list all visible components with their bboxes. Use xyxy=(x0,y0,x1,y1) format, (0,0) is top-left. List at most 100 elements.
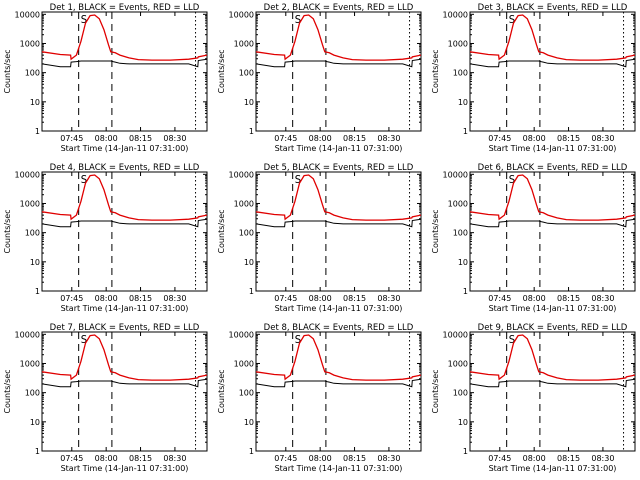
x-axis-label: Start Time (14-Jan-11 07:31:00) xyxy=(275,144,403,153)
y-axis-label: Counts/sec xyxy=(217,369,226,413)
plot-title: Det 9, BLACK = Events, RED = LLD xyxy=(478,323,628,333)
x-tick-label: 08:30 xyxy=(591,134,614,143)
x-tick-label: 08:30 xyxy=(591,294,614,303)
series-events-line xyxy=(42,378,207,388)
series-lld-line xyxy=(470,174,635,221)
x-tick-label: 08:30 xyxy=(377,134,400,143)
panel-det-8: Det 8, BLACK = Events, RED = LLD 1 10 100 10… xyxy=(217,323,422,473)
marker-label: S xyxy=(295,13,302,26)
x-tick-label: 08:15 xyxy=(557,294,580,303)
y-tick-label: 1000 xyxy=(234,39,254,48)
panel-det-5: Det 5, BLACK = Events, RED = LLD 1 10 100 10… xyxy=(217,163,422,313)
x-tick-label: 08:00 xyxy=(309,454,332,463)
plot-frame xyxy=(469,11,636,132)
series-lld-line xyxy=(470,334,635,381)
y-axis-label: Counts/sec xyxy=(3,369,12,413)
x-tick-label: 08:15 xyxy=(343,454,366,463)
x-axis-label: Start Time (14-Jan-11 07:31:00) xyxy=(489,304,617,313)
series-lld-line xyxy=(470,14,635,61)
x-tick-label: 07:45 xyxy=(274,134,297,143)
y-tick-label: 1000 xyxy=(20,359,40,368)
x-tick-label: 07:45 xyxy=(274,294,297,303)
y-tick-label: 10 xyxy=(244,258,254,267)
y-tick-label: 10000 xyxy=(229,10,254,19)
x-axis-label: Start Time (14-Jan-11 07:31:00) xyxy=(61,144,189,153)
y-tick-label: 10 xyxy=(458,418,468,427)
y-tick-label: 10000 xyxy=(443,10,468,19)
x-tick-label: 07:45 xyxy=(488,294,511,303)
y-tick-label: 10 xyxy=(244,98,254,107)
x-tick-label: 08:15 xyxy=(129,294,152,303)
y-tick-label: 10000 xyxy=(229,330,254,339)
y-tick-label: 100 xyxy=(25,69,40,78)
y-tick-label: 1000 xyxy=(448,359,468,368)
marker-label: S xyxy=(81,333,88,346)
series-lld-line xyxy=(42,334,207,381)
x-tick-label: 08:15 xyxy=(343,134,366,143)
y-tick-label: 10000 xyxy=(15,170,40,179)
y-axis-label: Counts/sec xyxy=(3,49,12,93)
y-tick-label: 1000 xyxy=(234,359,254,368)
x-axis-label: Start Time (14-Jan-11 07:31:00) xyxy=(61,464,189,473)
y-tick-label: 10000 xyxy=(229,170,254,179)
y-tick-label: 10 xyxy=(244,418,254,427)
plot-frame xyxy=(255,331,422,452)
x-tick-label: 08:00 xyxy=(95,134,118,143)
x-tick-label: 08:00 xyxy=(95,454,118,463)
series-events-line xyxy=(470,218,635,228)
y-tick-label: 1000 xyxy=(20,39,40,48)
y-tick-label: 1 xyxy=(463,127,468,136)
marker-label: S xyxy=(509,333,516,346)
y-tick-label: 1 xyxy=(35,287,40,296)
x-tick-label: 08:00 xyxy=(95,294,118,303)
y-tick-label: 10000 xyxy=(15,330,40,339)
y-tick-label: 1000 xyxy=(20,199,40,208)
y-tick-label: 10 xyxy=(30,98,40,107)
series-events-line xyxy=(42,218,207,228)
y-axis-label: Counts/sec xyxy=(431,49,440,93)
y-tick-label: 10000 xyxy=(443,170,468,179)
x-tick-label: 08:30 xyxy=(377,294,400,303)
x-tick-label: 07:45 xyxy=(274,454,297,463)
x-axis-label: Start Time (14-Jan-11 07:31:00) xyxy=(489,144,617,153)
y-tick-label: 10 xyxy=(458,258,468,267)
series-events-line xyxy=(256,58,421,68)
y-tick-label: 100 xyxy=(25,389,40,398)
x-tick-label: 08:30 xyxy=(163,454,186,463)
x-tick-label: 08:15 xyxy=(129,454,152,463)
x-tick-label: 08:00 xyxy=(309,134,332,143)
x-tick-label: 08:00 xyxy=(309,294,332,303)
x-tick-label: 08:30 xyxy=(163,294,186,303)
marker-label: S xyxy=(81,13,88,26)
y-tick-label: 100 xyxy=(453,389,468,398)
x-tick-label: 08:00 xyxy=(523,454,546,463)
plot-title: Det 2, BLACK = Events, RED = LLD xyxy=(264,3,414,13)
panel-det-2: Det 2, BLACK = Events, RED = LLD 1 10 100 10… xyxy=(217,3,422,153)
y-tick-label: 10 xyxy=(458,98,468,107)
x-tick-label: 08:15 xyxy=(557,134,580,143)
y-tick-label: 1 xyxy=(463,287,468,296)
series-lld-line xyxy=(256,174,421,221)
y-tick-label: 100 xyxy=(239,69,254,78)
panel-det-3: Det 3, BLACK = Events, RED = LLD 1 10 100 10… xyxy=(431,3,636,153)
series-lld-line xyxy=(256,14,421,61)
x-tick-label: 07:45 xyxy=(60,134,83,143)
x-axis-label: Start Time (14-Jan-11 07:31:00) xyxy=(61,304,189,313)
y-tick-label: 1 xyxy=(35,447,40,456)
panel-det-6: Det 6, BLACK = Events, RED = LLD 1 10 100 10… xyxy=(431,163,636,313)
x-axis-label: Start Time (14-Jan-11 07:31:00) xyxy=(275,464,403,473)
series-events-line xyxy=(42,58,207,68)
y-tick-label: 100 xyxy=(239,229,254,238)
x-tick-label: 07:45 xyxy=(488,454,511,463)
y-tick-label: 1 xyxy=(463,447,468,456)
x-axis-label: Start Time (14-Jan-11 07:31:00) xyxy=(275,304,403,313)
x-tick-label: 08:15 xyxy=(343,294,366,303)
y-axis-label: Counts/sec xyxy=(431,209,440,253)
y-tick-label: 100 xyxy=(453,229,468,238)
y-tick-label: 1 xyxy=(249,127,254,136)
x-tick-label: 07:45 xyxy=(60,294,83,303)
marker-label: S xyxy=(295,173,302,186)
series-lld-line xyxy=(256,334,421,381)
y-tick-label: 1 xyxy=(249,447,254,456)
